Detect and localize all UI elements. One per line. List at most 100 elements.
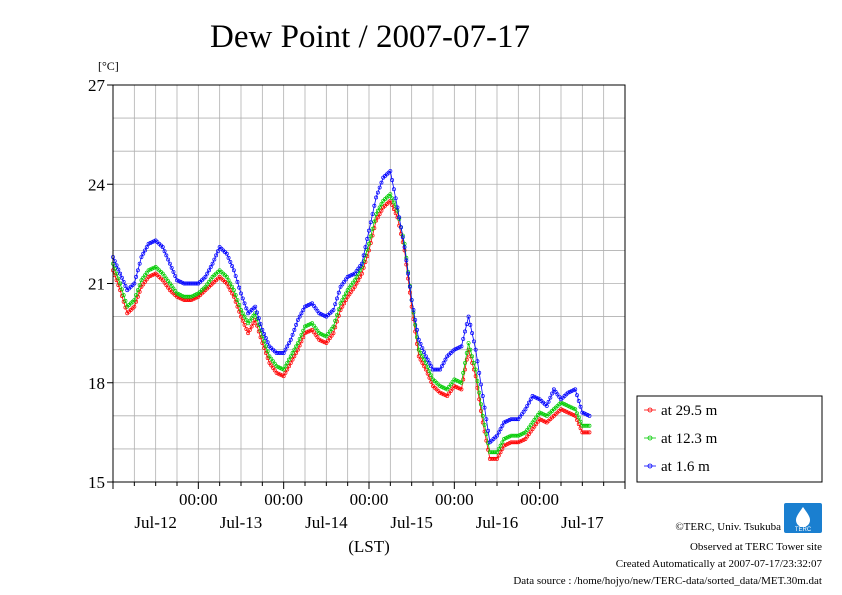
data-point — [253, 304, 258, 309]
data-point — [468, 347, 473, 352]
data-point — [445, 394, 450, 398]
data-point — [391, 207, 396, 212]
data-point — [512, 440, 517, 445]
data-point — [498, 427, 503, 432]
data-point — [370, 212, 375, 216]
data-point — [139, 278, 144, 283]
x-date-label: Jul-15 — [390, 513, 433, 532]
data-point — [315, 328, 320, 333]
data-point — [374, 212, 379, 216]
data-point — [587, 430, 592, 435]
data-point — [528, 397, 533, 402]
data-point — [233, 293, 238, 298]
y-tick-label: 21 — [88, 275, 105, 294]
data-point — [527, 425, 531, 430]
data-point — [331, 331, 336, 336]
data-point — [288, 360, 293, 365]
data-point — [240, 296, 245, 301]
data-point — [278, 351, 283, 355]
data-point — [279, 351, 284, 355]
data-point — [313, 326, 318, 331]
x-date-label: Jul-12 — [134, 513, 177, 532]
data-point — [207, 268, 211, 273]
data-point — [535, 419, 540, 424]
data-point — [447, 384, 451, 389]
data-point — [425, 365, 430, 369]
data-point — [347, 285, 352, 290]
data-point — [359, 261, 364, 266]
data-point — [343, 277, 348, 282]
x-date-label: Jul-16 — [476, 513, 519, 532]
x-axis-label: (LST) — [348, 537, 390, 556]
data-point — [228, 288, 233, 293]
data-point — [479, 382, 483, 387]
data-point — [461, 370, 466, 375]
data-point — [473, 347, 478, 352]
data-point — [240, 318, 245, 323]
data-point — [557, 394, 562, 399]
data-point — [123, 284, 128, 288]
data-point — [210, 261, 215, 266]
data-point — [231, 288, 236, 293]
data-point — [495, 450, 499, 455]
series-3 — [111, 169, 592, 445]
data-point — [578, 419, 583, 424]
data-point — [375, 190, 380, 195]
data-point — [249, 316, 254, 321]
data-point — [439, 364, 444, 369]
data-point — [333, 318, 338, 323]
data-point — [438, 367, 443, 372]
data-point — [263, 344, 268, 349]
data-point — [459, 380, 464, 385]
data-point — [379, 180, 384, 185]
data-point — [263, 336, 268, 341]
data-point — [326, 332, 331, 336]
data-point — [285, 360, 290, 365]
data-point — [352, 271, 357, 276]
data-point — [448, 382, 453, 387]
data-point — [315, 335, 320, 340]
data-point — [290, 332, 295, 337]
x-date-label: Jul-13 — [220, 513, 263, 532]
data-point — [203, 284, 208, 289]
data-point — [335, 312, 339, 317]
data-point — [114, 271, 119, 276]
data-point — [335, 296, 339, 301]
data-point — [473, 367, 478, 372]
x-time-label: 00:00 — [264, 490, 303, 509]
data-point — [192, 281, 197, 286]
data-point — [258, 322, 263, 326]
data-point — [461, 377, 466, 382]
x-date-label: Jul-17 — [561, 513, 604, 532]
data-point — [482, 405, 487, 410]
data-point — [493, 456, 498, 461]
data-point — [231, 268, 236, 273]
data-point — [445, 387, 450, 392]
logo-drop-icon — [796, 507, 810, 527]
data-point — [265, 340, 270, 345]
data-point — [496, 453, 501, 458]
data-point — [327, 329, 332, 334]
data-point — [285, 344, 290, 349]
data-point — [166, 257, 171, 262]
data-point — [166, 285, 171, 290]
data-point — [402, 245, 407, 250]
data-point — [269, 363, 274, 368]
data-point — [479, 408, 483, 413]
data-point — [214, 253, 219, 258]
data-point — [420, 354, 425, 359]
data-point — [352, 284, 357, 289]
data-point — [422, 364, 427, 369]
data-point — [310, 321, 315, 326]
source-text: Data source : /home/hojyo/new/TERC-data/… — [513, 575, 822, 587]
data-point — [324, 341, 329, 345]
data-point — [379, 202, 384, 207]
data-point — [141, 275, 146, 280]
data-point — [368, 220, 373, 225]
data-point — [288, 354, 293, 359]
data-point — [518, 414, 523, 419]
data-point — [413, 317, 418, 322]
data-point — [397, 215, 402, 220]
x-date-label: Jul-14 — [305, 513, 348, 532]
data-point — [345, 294, 350, 299]
